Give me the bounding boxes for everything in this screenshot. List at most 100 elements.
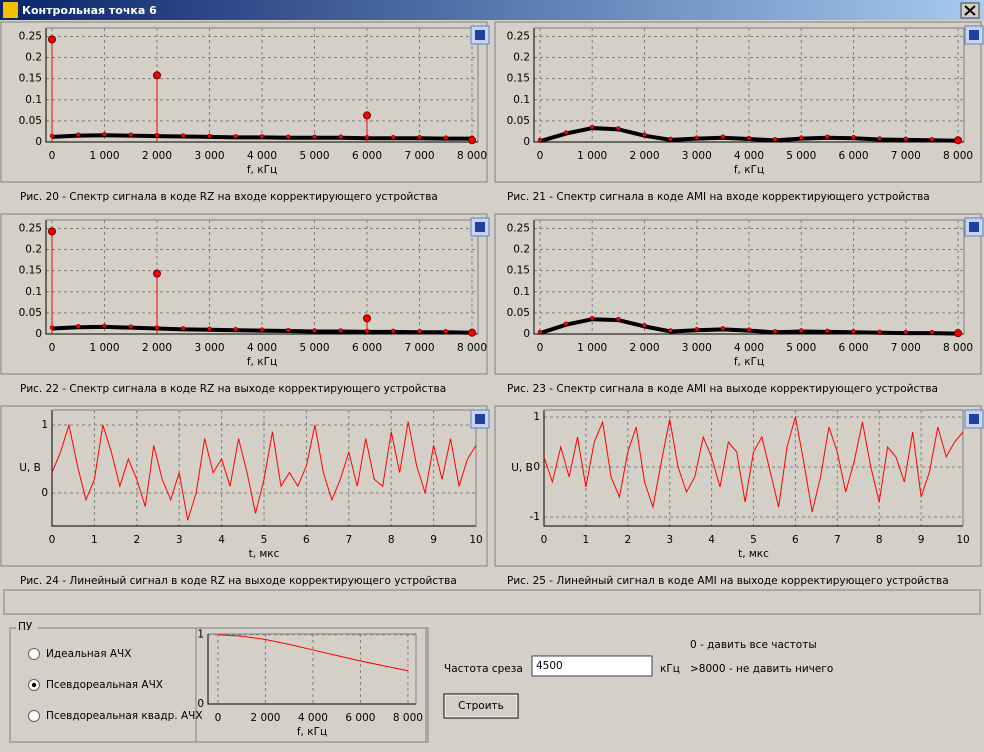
floor-point — [877, 136, 882, 141]
radio-button[interactable] — [28, 648, 40, 660]
floor-point — [799, 135, 804, 140]
cutoff-unit: кГц — [660, 663, 680, 675]
floor-point — [851, 329, 856, 334]
x-tick-label: 8 — [876, 534, 883, 546]
radio-label[interactable]: Псевдореальная квадр. АЧХ — [46, 710, 203, 722]
floor-point — [391, 328, 396, 334]
cutoff-value[interactable]: 4500 — [536, 660, 563, 672]
floor-point — [589, 124, 595, 130]
x-tick-label: 2 — [624, 534, 631, 546]
floor-point — [746, 135, 752, 141]
x-tick-label: 6 — [303, 534, 310, 546]
save-icon[interactable] — [969, 30, 979, 40]
floor-point — [851, 134, 856, 140]
x-tick-label: 4 000 — [734, 150, 764, 162]
x-axis-label: f, кГц — [734, 356, 764, 368]
floor-point — [537, 137, 543, 143]
floor-point — [929, 329, 935, 335]
x-tick-label: 7 000 — [404, 150, 434, 162]
y-tick-label: 0.25 — [19, 30, 42, 42]
floor-point — [720, 134, 726, 140]
x-tick-label: 4 000 — [734, 342, 764, 354]
y-tick-label: 0.1 — [25, 94, 42, 106]
x-tick-label: 1 000 — [577, 150, 607, 162]
hint-zero: 0 - давить все частоты — [690, 639, 817, 651]
signal-line — [217, 634, 409, 672]
title-bar — [0, 0, 984, 20]
y-tick-label: 0.25 — [507, 222, 530, 234]
y-tick-label: 0 — [523, 136, 530, 148]
floor-point — [417, 329, 422, 334]
stem-head — [954, 329, 963, 338]
floor-point — [589, 315, 595, 321]
x-tick-label: 7 000 — [404, 342, 434, 354]
x-tick-label: 2 — [133, 534, 140, 546]
save-icon[interactable] — [475, 222, 485, 232]
floor-point — [642, 323, 647, 328]
x-tick-label: 1 — [91, 534, 98, 546]
build-button-label[interactable]: Строить — [458, 700, 504, 712]
y-tick-label: 1 — [533, 411, 540, 423]
floor-point — [102, 131, 107, 137]
y-tick-label: 0 — [197, 698, 204, 710]
floor-point — [720, 326, 726, 331]
cutoff-label: Частота среза — [444, 663, 523, 675]
cutoff-input[interactable] — [531, 655, 653, 677]
floor-point — [102, 323, 107, 329]
x-tick-label: 7 000 — [891, 342, 921, 354]
x-tick-label: 5 000 — [786, 342, 816, 354]
floor-point — [642, 132, 647, 137]
floor-point — [338, 328, 344, 333]
stem-head — [152, 71, 161, 80]
close-button[interactable] — [960, 2, 980, 19]
x-tick-label: 6 — [792, 534, 799, 546]
y-axis-label: U, В — [19, 462, 41, 474]
floor-point — [207, 326, 212, 332]
x-tick-label: 7 000 — [891, 150, 921, 162]
y-tick-label: 0 — [523, 328, 530, 340]
radio-dot[interactable] — [31, 682, 37, 688]
signal-line — [543, 416, 964, 513]
save-icon[interactable] — [475, 414, 485, 424]
save-icon[interactable] — [969, 222, 979, 232]
x-tick-label: 8 000 — [393, 712, 423, 724]
caption: Рис. 22 - Спектр сигнала в коде RZ на вы… — [20, 383, 446, 395]
x-tick-label: 4 000 — [298, 712, 328, 724]
floor-point — [772, 137, 778, 142]
y-tick-label: 0.2 — [513, 52, 530, 64]
caption: Рис. 23 - Спектр сигнала в коде AMI на в… — [507, 383, 938, 395]
floor-point — [825, 328, 830, 334]
axes-frame — [544, 409, 964, 526]
x-tick-label: 3 — [176, 534, 183, 546]
x-tick-label: 9 — [918, 534, 925, 546]
radio-label[interactable]: Идеальная АЧХ — [46, 648, 131, 660]
group-legend-bg — [16, 620, 38, 634]
stem-head — [152, 269, 161, 278]
radio-label[interactable]: Псевдореальная АЧХ — [46, 679, 163, 691]
caption: Рис. 20 - Спектр сигнала в коде RZ на вх… — [20, 191, 438, 203]
save-icon[interactable] — [969, 414, 979, 424]
radio-button[interactable] — [28, 710, 40, 722]
y-tick-label: 0.25 — [19, 222, 42, 234]
y-axis-label: U, В — [511, 462, 533, 474]
signal-line — [51, 421, 477, 521]
floor-point — [312, 134, 317, 140]
caption: Рис. 24 - Линейный сигнал в коде RZ на в… — [20, 575, 457, 587]
x-tick-label: 2 000 — [142, 150, 172, 162]
floor-point — [668, 328, 673, 333]
x-tick-label: 3 000 — [194, 150, 224, 162]
y-tick-label: 0.1 — [513, 286, 530, 298]
save-icon[interactable] — [475, 30, 485, 40]
x-tick-label: 0 — [537, 150, 544, 162]
build-button[interactable]: Строить — [443, 693, 519, 719]
x-tick-label: 8 000 — [457, 150, 487, 162]
x-tick-label: 5 — [750, 534, 757, 546]
y-tick-label: 1 — [41, 419, 48, 431]
y-tick-label: 0.1 — [25, 286, 42, 298]
y-tick-label: 0.15 — [19, 265, 42, 277]
x-tick-label: 8 000 — [943, 342, 973, 354]
y-tick-label: 0.2 — [25, 52, 42, 64]
floor-point — [180, 133, 186, 138]
x-tick-label: 4 — [708, 534, 715, 546]
